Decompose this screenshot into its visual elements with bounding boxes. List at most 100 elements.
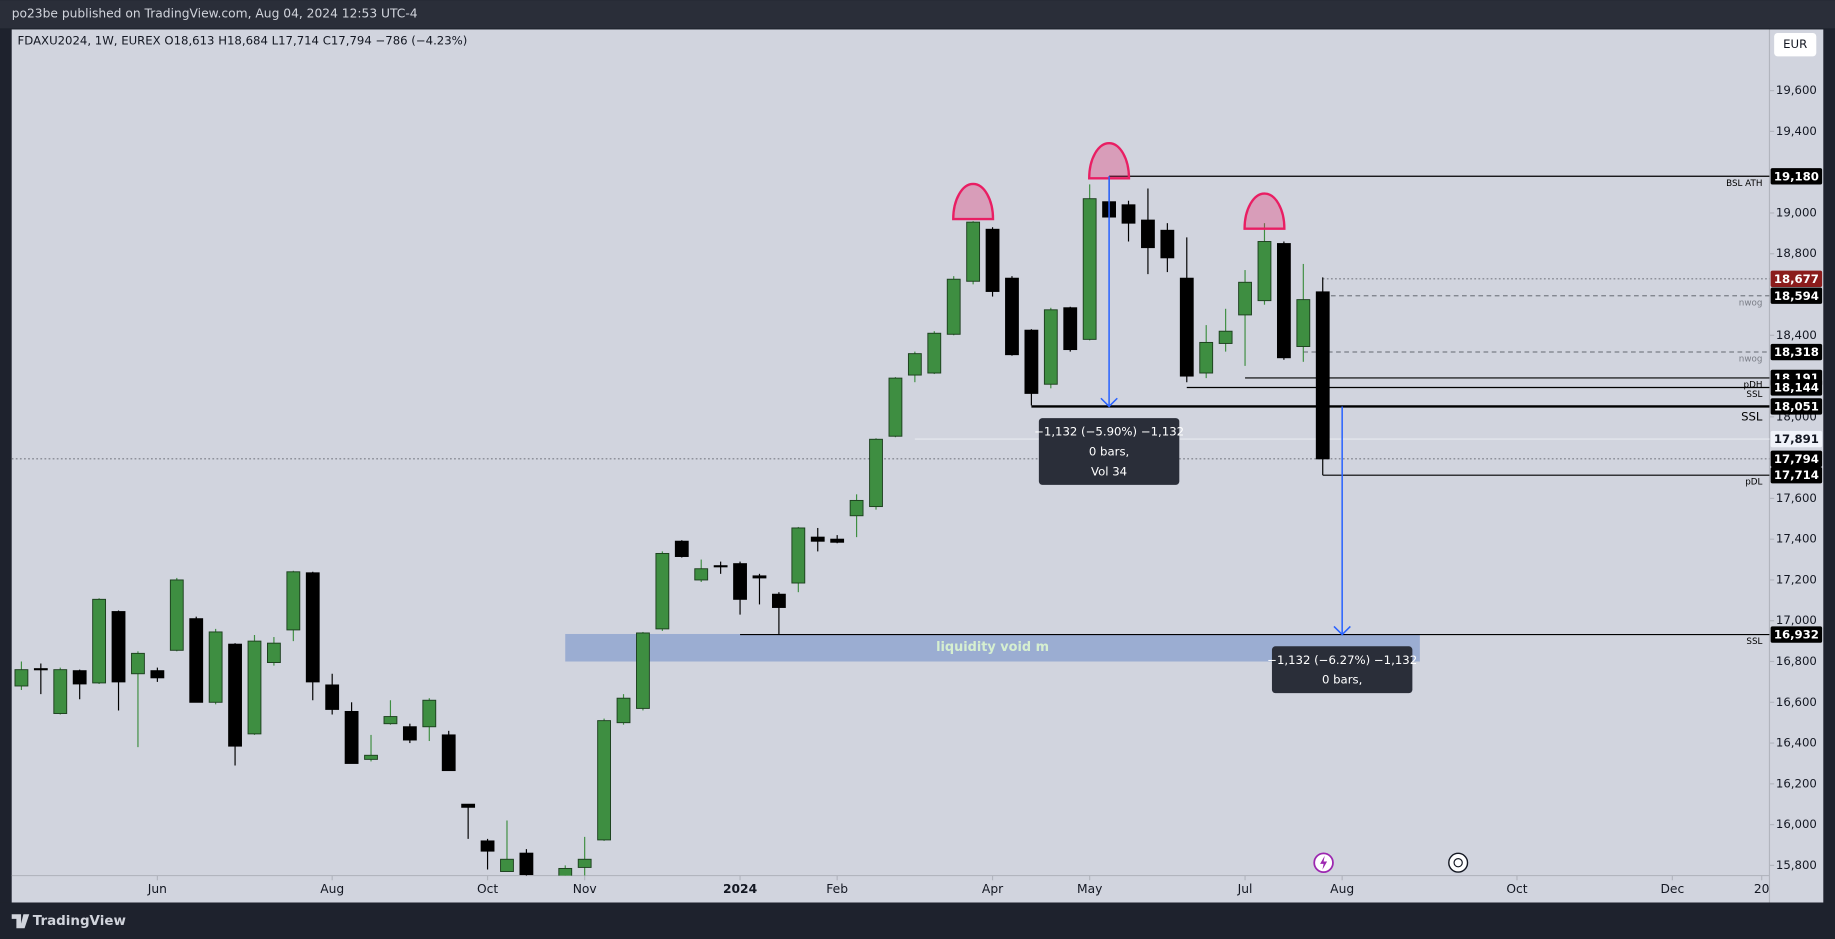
- price-box-label: 16,932: [1774, 628, 1819, 642]
- measure-arrow: [1333, 625, 1351, 636]
- y-tick-label: 18,800: [1776, 246, 1817, 260]
- price-box: [1770, 626, 1823, 643]
- candle-body: [577, 858, 592, 868]
- candle-body: [966, 221, 981, 282]
- candle-body: [830, 538, 845, 543]
- y-tick-label: 15,800: [1776, 858, 1817, 872]
- y-tick-label: 16,200: [1776, 776, 1817, 790]
- candle-body: [1276, 243, 1291, 359]
- candle-body: [849, 499, 864, 517]
- price-box: [1770, 270, 1823, 288]
- candle-body: [1024, 329, 1039, 394]
- axes: 19,60019,40019,00018,80018,40018,00017,6…: [147, 83, 1817, 896]
- measure-tooltip: [1271, 646, 1413, 694]
- logo-icon: [11, 914, 30, 929]
- level-text: SSL: [1746, 637, 1762, 647]
- x-tick-label: Jun: [147, 882, 167, 896]
- candle-body: [500, 858, 514, 872]
- candle-body: [655, 552, 670, 630]
- candle-body: [1160, 229, 1175, 259]
- candle-body: [1296, 299, 1311, 347]
- candle-body: [946, 278, 961, 335]
- price-box-label: 17,891: [1774, 432, 1819, 446]
- candle-body: [771, 593, 786, 608]
- price-box-label: 17,714: [1774, 468, 1819, 482]
- candle-body: [461, 803, 476, 808]
- price-box: [1770, 379, 1823, 396]
- candle-body: [1257, 241, 1272, 302]
- footer-brand[interactable]: TradingView: [33, 914, 126, 929]
- candle-body: [927, 332, 942, 374]
- measure-arrow: [1100, 397, 1118, 408]
- candle-body: [267, 642, 281, 663]
- candle-body: [53, 669, 68, 714]
- candle-body: [208, 631, 223, 703]
- candle-body: [131, 652, 145, 675]
- level-text: nwog: [1739, 355, 1763, 365]
- x-tick-label: Apr: [982, 882, 1004, 896]
- x-tick-label: May: [1077, 882, 1102, 896]
- y-tick-label: 16,400: [1776, 736, 1817, 750]
- currency-label[interactable]: EUR: [1783, 37, 1807, 51]
- price-box-label: 19,180: [1774, 169, 1819, 183]
- y-tick-label: 17,400: [1776, 532, 1817, 546]
- candle-body: [14, 669, 29, 687]
- candle-body: [286, 571, 301, 631]
- candle-body: [791, 527, 806, 584]
- candle-body: [33, 668, 48, 671]
- price-box: [1770, 287, 1823, 304]
- symbol-legend[interactable]: FDAXU2024, 1W, EUREX O18,613 H18,684 L17…: [18, 34, 468, 48]
- candle-body: [888, 377, 903, 437]
- candle-body: [422, 699, 437, 728]
- candle-body: [111, 611, 126, 683]
- event-icon-bolt: [1320, 855, 1328, 870]
- candle-body: [1315, 291, 1330, 460]
- y-tick-label: 17,200: [1776, 572, 1817, 586]
- price-box: [1770, 398, 1823, 415]
- level-text: pDL: [1745, 478, 1762, 488]
- level-text: SSL: [1741, 409, 1763, 423]
- candle-body: [733, 563, 747, 600]
- header-text: po23be published on TradingView.com, Aug…: [12, 7, 418, 21]
- header-bar: [0, 0, 1835, 29]
- dividend-icon-inner: [1453, 858, 1463, 868]
- price-box-label: 18,318: [1774, 345, 1819, 359]
- candle-body: [305, 572, 320, 683]
- y-tick-label: 18,400: [1776, 328, 1817, 342]
- price-box: [1770, 430, 1823, 448]
- candle-body: [519, 852, 534, 876]
- candle-body: [616, 697, 631, 724]
- y-tick-label: 16,600: [1776, 695, 1817, 709]
- dividend-icon[interactable]: [1448, 852, 1469, 873]
- candle-body: [228, 643, 242, 747]
- measure-text: 0 bars,: [1322, 673, 1362, 687]
- candle-body: [597, 720, 612, 841]
- x-tick-label: Oct: [477, 882, 498, 896]
- candle-body: [1063, 307, 1078, 351]
- y-tick-label: 16,000: [1776, 817, 1817, 831]
- price-box: [1770, 450, 1823, 468]
- candle-body: [169, 579, 184, 651]
- zone-label: liquidity void m: [936, 640, 1049, 655]
- candle-body: [480, 840, 495, 852]
- candle-body: [752, 575, 767, 579]
- price-box-label: 18,677: [1774, 272, 1819, 286]
- candle-body: [1005, 277, 1019, 356]
- candle-body: [1141, 219, 1155, 249]
- level-text: pDH: [1744, 380, 1763, 390]
- candle-body: [713, 565, 728, 568]
- level-text: SSL: [1746, 390, 1762, 400]
- candle-body: [694, 568, 709, 581]
- measure-tooltip: [1038, 418, 1180, 485]
- top-marker: [1088, 142, 1131, 180]
- x-tick-label: Dec: [1660, 882, 1684, 896]
- price-box: [1770, 343, 1823, 361]
- x-tick-label: Aug: [320, 882, 344, 896]
- currency-box[interactable]: [1774, 32, 1817, 57]
- x-tick-label: Nov: [573, 882, 597, 896]
- candle-body: [1238, 281, 1252, 316]
- candle-body: [1218, 330, 1233, 344]
- candle-body: [869, 438, 883, 508]
- candle-body: [1179, 277, 1194, 377]
